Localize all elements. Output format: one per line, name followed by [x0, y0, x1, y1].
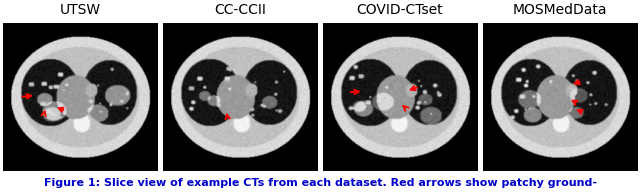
Text: MOSMedData: MOSMedData [513, 3, 607, 17]
Text: CC-CCII: CC-CCII [214, 3, 266, 17]
Text: UTSW: UTSW [60, 3, 100, 17]
Text: Figure 1: Slice view of example CTs from each dataset. Red arrows show patchy gr: Figure 1: Slice view of example CTs from… [44, 178, 596, 188]
Text: COVID-CTset: COVID-CTset [356, 3, 444, 17]
